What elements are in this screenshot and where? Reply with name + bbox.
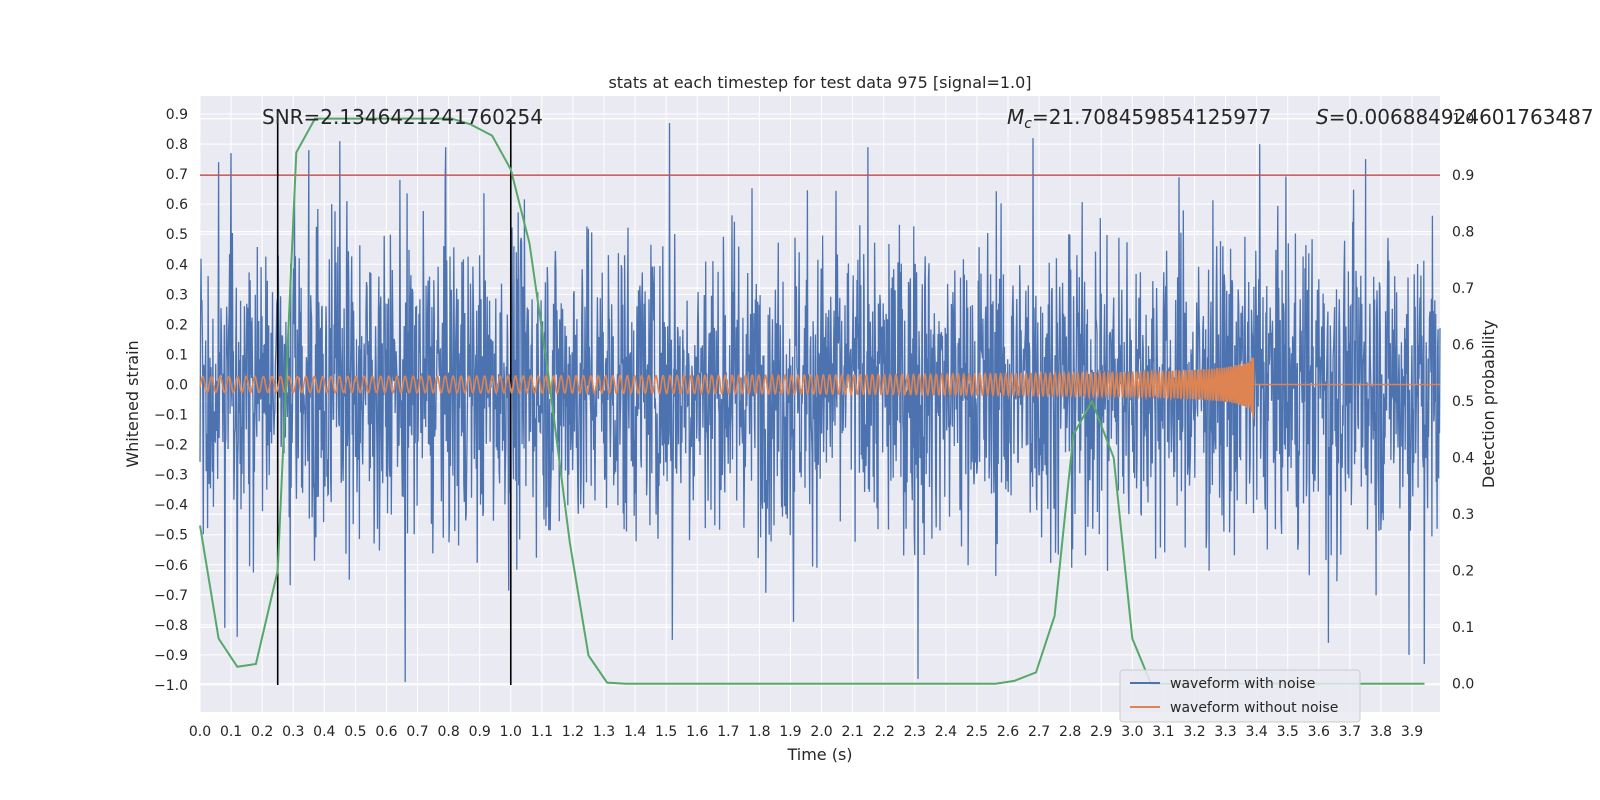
y2-tick-label: 0.6 (1452, 338, 1474, 354)
y-tick-label: −0.5 (154, 528, 188, 544)
chirp-mass-value: =21.708459854125977 (1032, 105, 1271, 129)
vertical-markers (276, 120, 512, 685)
legend-box (1119, 669, 1361, 723)
x-tick-label: 2.1 (841, 724, 863, 740)
legend: waveform with noise waveform without noi… (1119, 669, 1361, 723)
y-tick-label: −0.7 (154, 588, 188, 604)
x-tick-label: 3.4 (1246, 724, 1268, 740)
y-tick-label: 0.7 (166, 167, 188, 183)
chirp-mass-annotation: Mc=21.708459854125977 (1007, 105, 1271, 132)
x-tick-label: 3.9 (1401, 724, 1423, 740)
y2-tick-label: 1.0 (1452, 112, 1474, 128)
x-tick-label: 0.0 (189, 724, 211, 740)
x-tick-label: 0.8 (437, 724, 459, 740)
y2-tick-labels: 1.0 0.9 0.8 0.7 0.6 0.5 0.4 0.3 0.2 0.1 0.0 (1452, 112, 1474, 693)
x-tick-label: 2.2 (873, 724, 895, 740)
chart-title: stats at each timestep for test data 975… (608, 73, 1031, 92)
x-tick-label: 1.8 (748, 724, 770, 740)
x-tick-label: 1.5 (655, 724, 677, 740)
x-tick-label: 3.0 (1121, 724, 1143, 740)
x-tick-label: 2.9 (1090, 724, 1112, 740)
y2-tick-label: 0.4 (1452, 451, 1474, 467)
x-tick-label: 0.2 (251, 724, 273, 740)
x-tick-label: 1.0 (500, 724, 522, 740)
y2-tick-label: 0.1 (1452, 620, 1474, 636)
x-tick-label: 1.7 (717, 724, 739, 740)
x-tick-label: 1.9 (779, 724, 801, 740)
x-tick-label: 3.1 (1152, 724, 1174, 740)
legend-label-clean: waveform without noise (1170, 700, 1338, 716)
y-tick-label: −0.4 (154, 498, 188, 514)
y2-tick-label: 0.2 (1452, 564, 1474, 580)
x-tick-label: 3.7 (1339, 724, 1361, 740)
y-tick-label: −0.3 (154, 468, 188, 484)
y-tick-label: 0.1 (166, 347, 188, 363)
x-tick-label: 0.6 (375, 724, 397, 740)
y2-tick-label: 0.5 (1452, 394, 1474, 410)
x-tick-label: 1.2 (562, 724, 584, 740)
s-symbol: S (1316, 105, 1329, 129)
y-tick-label: 0.5 (166, 227, 188, 243)
x-tick-label: 2.8 (1059, 724, 1081, 740)
chirp-mass-subscript: c (1024, 116, 1032, 132)
x-tick-label: 0.9 (469, 724, 491, 740)
x-tick-label: 0.5 (344, 724, 366, 740)
x-tick-label: 2.4 (935, 724, 957, 740)
x-tick-label: 3.2 (1183, 724, 1205, 740)
x-tick-label: 3.3 (1214, 724, 1236, 740)
y2-axis-label: Detection probability (1479, 320, 1498, 488)
x-tick-label: 1.3 (593, 724, 615, 740)
y-tick-label: −1.0 (154, 678, 188, 694)
y-tick-label: −0.9 (154, 648, 188, 664)
legend-label-noise: waveform with noise (1170, 676, 1315, 692)
y-tick-label: 0.6 (166, 197, 188, 213)
y-tick-label: −0.2 (154, 438, 188, 454)
y-tick-label: 0.2 (166, 317, 188, 333)
y-tick-labels: 0.9 0.8 0.7 0.6 0.5 0.4 0.3 0.2 0.1 0.0 −0.1 −0.2 −0… (154, 107, 188, 694)
y-tick-label: 0.4 (166, 257, 188, 273)
y2-tick-label: 0.8 (1452, 225, 1474, 241)
x-tick-label: 3.6 (1308, 724, 1330, 740)
x-tick-label: 3.5 (1277, 724, 1299, 740)
y-tick-label: 0.3 (166, 287, 188, 303)
y-tick-label: 0.9 (166, 107, 188, 123)
series-waveform-without-noise (199, 357, 1440, 419)
s-annotation: S=0.006884924601763487 (1316, 105, 1594, 129)
x-tick-label: 0.4 (313, 724, 335, 740)
x-tick-label: 2.7 (1028, 724, 1050, 740)
x-tick-label: 1.6 (686, 724, 708, 740)
y-tick-label: 0.0 (166, 377, 188, 393)
chirp-mass-symbol: M (1007, 105, 1024, 129)
s-value: =0.006884924601763487 (1329, 105, 1594, 129)
x-tick-label: 0.7 (406, 724, 428, 740)
x-tick-labels: 0.0 0.1 0.2 0.3 0.4 0.5 0.6 0.7 0.8 0.9 1.0 1.1 1.2 1… (189, 724, 1423, 740)
x-tick-label: 3.8 (1370, 724, 1392, 740)
x-tick-label: 2.5 (966, 724, 988, 740)
y2-tick-label: 0.0 (1452, 677, 1474, 693)
y-axis-label: Whitened strain (123, 340, 142, 467)
y2-tick-label: 0.9 (1452, 168, 1474, 184)
snr-annotation: SNR=2.1346421241760254 (262, 105, 543, 129)
x-tick-label: 0.1 (220, 724, 242, 740)
y2-tick-label: 0.3 (1452, 507, 1474, 523)
y-tick-label: 0.8 (166, 137, 188, 153)
y-tick-label: −0.8 (154, 618, 188, 634)
y-tick-label: −0.1 (154, 408, 188, 424)
x-axis-label: Time (s) (786, 745, 852, 764)
y2-tick-label: 0.7 (1452, 281, 1474, 297)
x-tick-label: 2.6 (997, 724, 1019, 740)
x-tick-label: 1.4 (624, 724, 646, 740)
y-tick-label: −0.6 (154, 558, 188, 574)
clean-line (199, 357, 1440, 419)
x-tick-label: 2.0 (810, 724, 832, 740)
x-tick-label: 1.1 (531, 724, 553, 740)
x-tick-label: 2.3 (904, 724, 926, 740)
x-tick-label: 0.3 (282, 724, 304, 740)
